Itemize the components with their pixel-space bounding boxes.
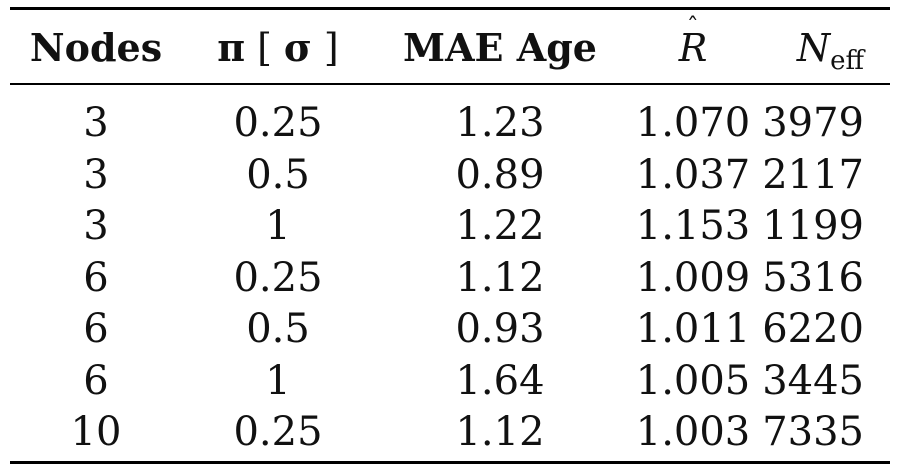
neff-letter: N: [796, 26, 831, 70]
header-mae-age: MAE Age: [403, 25, 597, 70]
cell-pi-sigma: 0.25: [233, 409, 323, 455]
table-row: 6 0.25 1.12 1.009 5316: [0, 258, 898, 308]
cell-rhat: 1.003: [635, 409, 751, 455]
cell-rhat: 1.070: [635, 100, 751, 146]
cell-neff: 7335: [762, 409, 864, 455]
bracket-open: [: [257, 26, 272, 70]
pi-symbol: π: [217, 25, 246, 70]
bottom-rule: [10, 461, 890, 464]
cell-mae-age: 0.93: [455, 306, 545, 352]
cell-nodes: 3: [83, 151, 109, 198]
cell-neff: 6220: [762, 306, 864, 352]
top-rule: [10, 7, 890, 10]
cell-nodes: 3: [83, 203, 109, 249]
cell-mae-age: 1.22: [455, 203, 545, 249]
cell-rhat: 1.153: [635, 203, 751, 249]
cell-neff: 3979: [762, 100, 864, 146]
header-nodes: Nodes: [29, 25, 163, 70]
header-neff: Neff: [797, 29, 864, 74]
cell-pi-sigma: 1: [265, 203, 291, 249]
table-row: 10 0.25 1.12 1.003 7335: [0, 412, 898, 462]
cell-mae-age: 1.12: [455, 254, 545, 301]
sigma-symbol: σ: [283, 25, 312, 70]
cell-pi-sigma: 0.25: [233, 100, 323, 146]
header-pi-sigma: π[σ]: [217, 26, 339, 70]
cell-mae-age: 0.89: [455, 151, 545, 198]
cell-nodes: 6: [83, 254, 109, 301]
table-row: 3 0.5 0.89 1.037 2117: [0, 155, 898, 205]
rhat-accent: ˆ: [686, 13, 699, 41]
cell-rhat: 1.009: [635, 254, 751, 301]
cell-neff: 5316: [762, 254, 864, 301]
cell-pi-sigma: 0.5: [246, 306, 310, 352]
cell-neff: 2117: [762, 151, 864, 198]
cell-rhat: 1.005: [635, 357, 751, 404]
cell-pi-sigma: 0.5: [246, 151, 310, 198]
table-row: 6 1 1.64 1.005 3445: [0, 361, 898, 411]
cell-mae-age: 1.64: [455, 357, 545, 404]
cell-neff: 3445: [762, 357, 864, 404]
neff-subscript: eff: [830, 46, 864, 76]
cell-nodes: 10: [70, 409, 122, 455]
cell-mae-age: 1.23: [455, 100, 545, 146]
cell-mae-age: 1.12: [455, 409, 545, 455]
table-row: 6 0.5 0.93 1.011 6220: [0, 309, 898, 359]
cell-rhat: 1.011: [635, 306, 751, 352]
cell-nodes: 6: [83, 306, 109, 352]
cell-pi-sigma: 1: [265, 357, 291, 404]
mid-rule: [10, 83, 890, 85]
bracket-close: ]: [323, 26, 339, 70]
cell-nodes: 3: [83, 100, 109, 146]
cell-nodes: 6: [83, 357, 109, 404]
cell-rhat: 1.037: [635, 151, 751, 198]
rhat-letter: R: [678, 26, 708, 70]
table-row: 3 0.25 1.23 1.070 3979: [0, 103, 898, 153]
cell-neff: 1199: [762, 203, 864, 249]
table-row: 3 1 1.22 1.153 1199: [0, 206, 898, 256]
cell-pi-sigma: 0.25: [233, 254, 323, 301]
